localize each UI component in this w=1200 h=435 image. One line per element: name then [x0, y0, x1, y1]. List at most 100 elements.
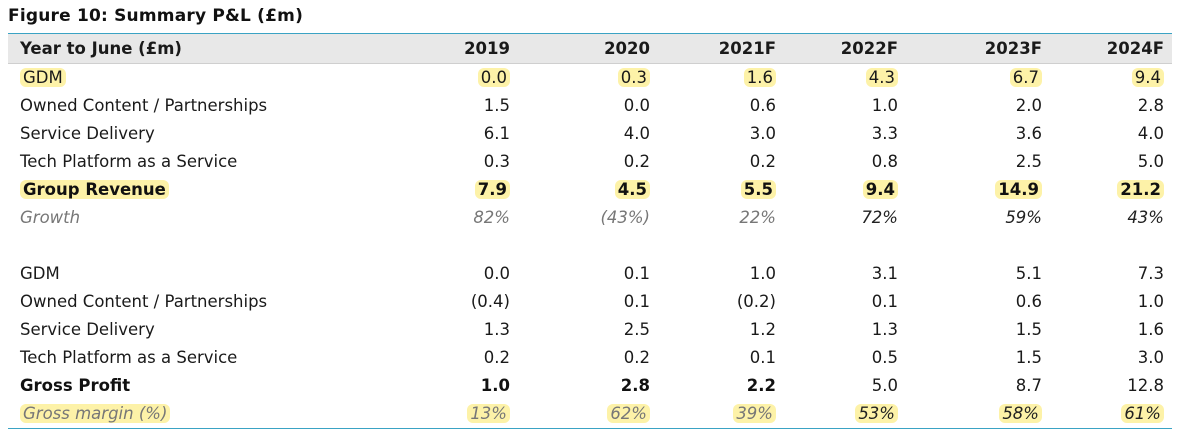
table-cell: 62%: [607, 404, 650, 423]
table-cell: 1.0: [480, 376, 510, 395]
table-cell: 7.3: [1137, 264, 1164, 283]
table-cell: 0.3: [617, 68, 650, 87]
table-cell: 58%: [999, 404, 1042, 423]
table-cell: 3.3: [871, 124, 898, 143]
table-spacer: [8, 232, 1172, 260]
table-cell: 72%: [861, 208, 898, 227]
table-cell: 12.8: [1127, 376, 1164, 395]
table-cell: 14.9: [995, 180, 1042, 199]
table-cell: 0.0: [483, 264, 510, 283]
table-cell: 4.0: [623, 124, 650, 143]
table-cell: 0.1: [623, 292, 650, 311]
table-cell: 4.3: [865, 68, 898, 87]
row-label: Gross Profit: [20, 376, 131, 395]
row-label: GDM: [20, 68, 66, 87]
table-cell: 0.5: [871, 348, 898, 367]
header-year: 2024F: [1106, 39, 1164, 58]
table-cell: 5.0: [871, 376, 898, 395]
row-label: Growth: [20, 208, 81, 227]
table-cell: 1.5: [1015, 320, 1042, 339]
row-label: Service Delivery: [20, 124, 155, 143]
table-cell: 1.3: [483, 320, 510, 339]
table-header-row: Year to June (£m) 2019 2020 2021F 2022F …: [8, 34, 1172, 64]
table-cell: (0.4): [470, 292, 510, 311]
table-cell: 3.1: [871, 264, 898, 283]
table-cell: 1.3: [871, 320, 898, 339]
table-row: GDM 0.0 0.1 1.0 3.1 5.1 7.3: [8, 260, 1172, 288]
table-cell: 0.6: [749, 96, 776, 115]
table-cell: 0.1: [623, 264, 650, 283]
table-cell: 53%: [855, 404, 898, 423]
table-cell: 0.8: [871, 152, 898, 171]
table-cell: 1.6: [1137, 320, 1164, 339]
table-cell: 3.0: [1137, 348, 1164, 367]
table-cell: (0.2): [736, 292, 776, 311]
table-cell: 0.1: [871, 292, 898, 311]
row-label: Tech Platform as a Service: [20, 348, 238, 367]
table-row-total: Gross Profit 1.0 2.8 2.2 5.0 8.7 12.8: [8, 372, 1172, 400]
table-cell: 0.2: [749, 152, 776, 171]
summary-pl-table: Year to June (£m) 2019 2020 2021F 2022F …: [8, 33, 1172, 429]
table-cell: 3.0: [749, 124, 776, 143]
table-cell: 6.7: [1009, 68, 1042, 87]
table-cell: 1.6: [743, 68, 776, 87]
table-cell: 1.2: [749, 320, 776, 339]
table-cell: 39%: [733, 404, 776, 423]
table-cell: 0.2: [623, 348, 650, 367]
table-row: Service Delivery 1.3 2.5 1.2 1.3 1.5 1.6: [8, 316, 1172, 344]
table-row: Owned Content / Partnerships 1.5 0.0 0.6…: [8, 92, 1172, 120]
table-row: Service Delivery 6.1 4.0 3.0 3.3 3.6 4.0: [8, 120, 1172, 148]
table-cell: 0.1: [749, 348, 776, 367]
header-year: 2023F: [984, 39, 1042, 58]
table-cell: 8.7: [1015, 376, 1042, 395]
table-row: GDM 0.0 0.3 1.6 4.3 6.7 9.4: [8, 64, 1172, 92]
row-label: Owned Content / Partnerships: [20, 292, 268, 311]
row-label: Owned Content / Partnerships: [20, 96, 268, 115]
table-cell: 2.8: [1137, 96, 1164, 115]
header-year: 2019: [464, 39, 510, 58]
table-cell: 82%: [473, 208, 510, 227]
row-label: Service Delivery: [20, 320, 155, 339]
table-cell: 0.2: [623, 152, 650, 171]
table-cell: 13%: [467, 404, 510, 423]
table-cell: 2.8: [620, 376, 650, 395]
table-cell: 0.0: [623, 96, 650, 115]
table-cell: 0.3: [483, 152, 510, 171]
table-cell: 0.2: [483, 348, 510, 367]
table-cell: 0.6: [1015, 292, 1042, 311]
table-cell: 21.2: [1117, 180, 1164, 199]
header-year: 2022F: [840, 39, 898, 58]
row-label: Tech Platform as a Service: [20, 152, 238, 171]
table-cell: 2.2: [746, 376, 776, 395]
table-cell: 6.1: [483, 124, 510, 143]
row-label: Gross margin (%): [20, 404, 171, 423]
table-cell: 5.1: [1015, 264, 1042, 283]
header-year: 2020: [604, 39, 650, 58]
table-cell: 1.0: [1137, 292, 1164, 311]
table-cell: 61%: [1121, 404, 1164, 423]
table-cell: 3.6: [1015, 124, 1042, 143]
row-label: Group Revenue: [20, 180, 169, 199]
table-cell: 2.5: [1015, 152, 1042, 171]
table-cell: 5.0: [1137, 152, 1164, 171]
table-cell: (43%): [600, 208, 650, 227]
table-cell: 1.0: [749, 264, 776, 283]
table-cell: 9.4: [1131, 68, 1164, 87]
table-cell: 9.4: [862, 180, 898, 199]
table-cell: 22%: [739, 208, 776, 227]
table-row: Tech Platform as a Service 0.3 0.2 0.2 0…: [8, 148, 1172, 176]
table-cell: 1.5: [1015, 348, 1042, 367]
table-cell: 1.5: [483, 96, 510, 115]
table-row: Tech Platform as a Service 0.2 0.2 0.1 0…: [8, 344, 1172, 372]
table-cell: 4.5: [614, 180, 650, 199]
table-cell: 2.0: [1015, 96, 1042, 115]
table-cell: 0.0: [477, 68, 510, 87]
table-cell: 5.5: [740, 180, 776, 199]
table-cell: 2.5: [623, 320, 650, 339]
table-cell: 7.9: [474, 180, 510, 199]
header-year: 2021F: [718, 39, 776, 58]
row-label: GDM: [20, 264, 60, 283]
table-row-margin: Gross margin (%) 13% 62% 39% 53% 58% 61%: [8, 400, 1172, 428]
table-cell: 4.0: [1137, 124, 1164, 143]
table-cell: 43%: [1127, 208, 1164, 227]
